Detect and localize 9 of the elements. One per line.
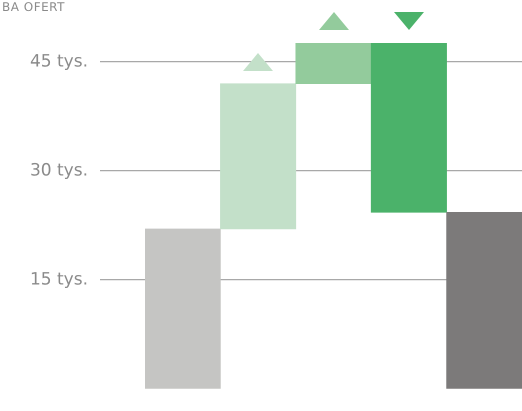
bar [220, 83, 296, 230]
y-tick-label: 30 tys. [30, 160, 88, 180]
y-tick-label: 45 tys. [30, 51, 88, 72]
bar [295, 43, 372, 84]
y-tick-label: 15 tys. [30, 269, 88, 290]
text: BA OFERT [2, 0, 65, 14]
bar [370, 43, 447, 213]
bar [145, 228, 221, 389]
bar [446, 212, 522, 389]
